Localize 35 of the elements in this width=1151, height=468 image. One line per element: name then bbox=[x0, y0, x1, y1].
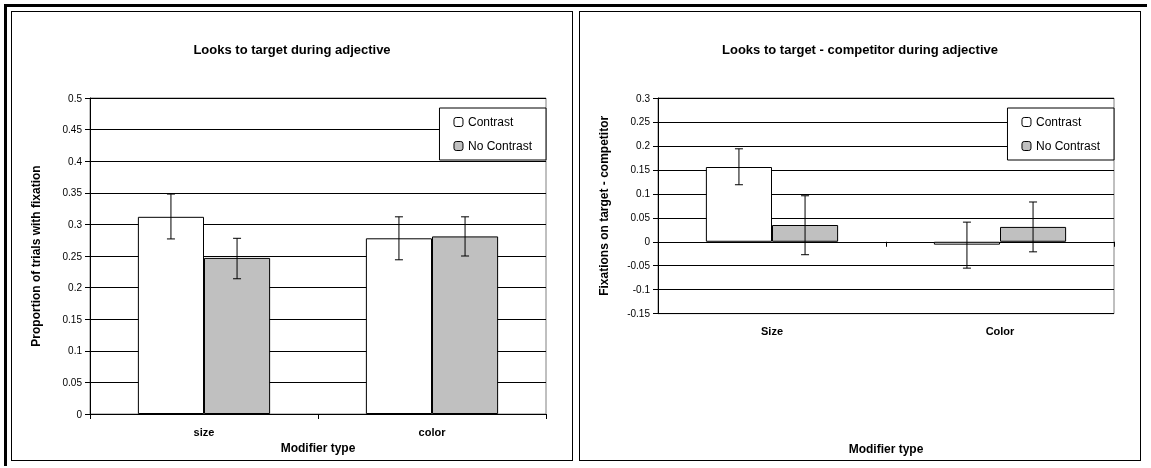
chart-title: Looks to target - competitor during adjective bbox=[722, 42, 998, 57]
y-tick-label: 0.3 bbox=[68, 218, 83, 230]
y-tick-label: 0.2 bbox=[636, 140, 651, 152]
y-axis-title: Fixations on target - competitor bbox=[597, 115, 611, 296]
x-tick-label: color bbox=[418, 425, 447, 438]
y-tick-label: 0.05 bbox=[630, 212, 651, 224]
y-axis-title: Proportion of trials with fixation bbox=[29, 165, 43, 347]
legend-label: No Contrast bbox=[1035, 139, 1101, 153]
legend-label: No Contrast bbox=[467, 139, 533, 153]
y-tick-label: 0.3 bbox=[636, 92, 651, 104]
y-tick-label: 0.35 bbox=[62, 187, 83, 199]
y-tick-label: 0 bbox=[644, 236, 651, 248]
chart-title: Looks to target during adjective bbox=[193, 42, 391, 57]
x-tick-label: size bbox=[193, 425, 215, 438]
x-tick-label: Size bbox=[760, 325, 784, 338]
x-axis-title: Modifier type bbox=[848, 442, 924, 456]
y-tick-label: 0 bbox=[76, 408, 83, 420]
y-tick-label: 0.05 bbox=[62, 376, 83, 388]
y-tick-label: 0.1 bbox=[68, 345, 83, 357]
y-tick-label: -0.1 bbox=[632, 284, 651, 296]
y-tick-label: 0.4 bbox=[68, 155, 83, 167]
y-tick-label: 0.15 bbox=[62, 313, 83, 325]
legend-label: Contrast bbox=[1035, 115, 1082, 129]
y-tick-label: 0.45 bbox=[62, 124, 83, 136]
y-tick-label: 0.25 bbox=[62, 250, 83, 262]
y-tick-label: 0.15 bbox=[630, 164, 651, 176]
y-tick-label: 0.5 bbox=[68, 92, 83, 104]
y-tick-label: -0.15 bbox=[627, 308, 651, 320]
y-tick-label: -0.05 bbox=[627, 260, 651, 272]
legend-label: Contrast bbox=[467, 115, 514, 129]
x-tick-label: Color bbox=[985, 325, 1016, 338]
y-tick-label: 0.1 bbox=[636, 188, 651, 200]
y-tick-label: 0.2 bbox=[68, 282, 83, 294]
x-axis-title: Modifier type bbox=[280, 441, 356, 455]
y-tick-label: 0.25 bbox=[630, 116, 651, 128]
